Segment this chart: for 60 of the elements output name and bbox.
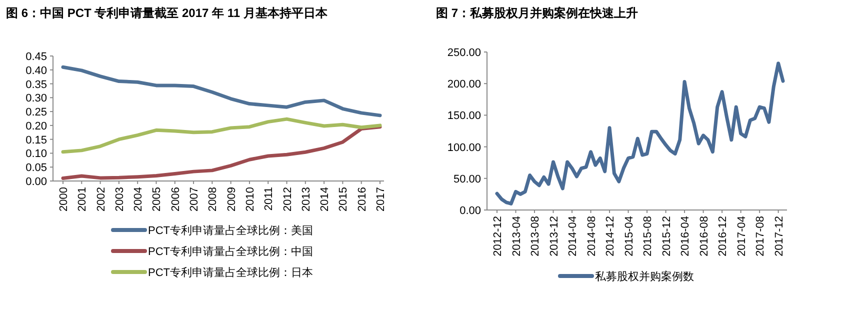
y-tick-label: 100.00 xyxy=(447,142,481,154)
y-tick-label: 0.40 xyxy=(26,64,47,77)
legend-label: PCT专利申请量占全球比例：中国 xyxy=(148,245,313,258)
x-tick-label: 2013 xyxy=(300,187,312,212)
y-tick-label: 0.05 xyxy=(26,162,47,174)
x-tick-label: 2009 xyxy=(226,187,238,212)
legend-label: 私募股权并购案例数 xyxy=(595,270,694,283)
y-tick-label: 0.00 xyxy=(460,205,481,217)
x-tick-label: 2015-04 xyxy=(623,216,636,256)
x-tick-label: 2015-08 xyxy=(642,216,654,256)
x-tick-label: 2017 xyxy=(375,187,387,212)
y-tick-label: 0.45 xyxy=(26,51,47,63)
y-tick-label: 0.35 xyxy=(26,78,47,91)
y-tick-label: 250.00 xyxy=(447,47,481,59)
y-tick-label: 0.00 xyxy=(26,176,47,188)
y-tick-label: 0.25 xyxy=(26,106,47,119)
x-tick-label: 2000 xyxy=(58,187,70,212)
x-tick-label: 2013-08 xyxy=(530,216,542,256)
x-tick-label: 2014-08 xyxy=(586,216,598,256)
x-tick-label: 2013-12 xyxy=(548,216,560,256)
x-tick-label: 2014-12 xyxy=(604,216,617,256)
y-tick-label: 0.10 xyxy=(26,148,47,160)
line-series xyxy=(61,117,382,154)
x-tick-label: 2007 xyxy=(188,187,201,212)
x-tick-label: 2004 xyxy=(132,187,145,212)
y-tick-label: 0.15 xyxy=(26,134,47,146)
x-tick-label: 2001 xyxy=(76,187,89,212)
y-tick-label: 150.00 xyxy=(447,110,481,122)
line-series xyxy=(61,125,382,180)
line-series xyxy=(61,65,382,118)
x-tick-label: 2003 xyxy=(114,187,126,212)
x-tick-label: 2002 xyxy=(95,187,108,212)
x-tick-label: 2011 xyxy=(263,187,276,211)
x-tick-label: 2016 xyxy=(356,187,368,212)
x-tick-label: 2015 xyxy=(338,187,350,212)
legend-label: PCT专利申请量占全球比例：美国 xyxy=(148,224,313,237)
x-tick-label: 2014 xyxy=(319,187,332,212)
x-tick-label: 2012 xyxy=(282,187,294,212)
y-tick-label: 50.00 xyxy=(453,173,481,186)
x-tick-label: 2010 xyxy=(244,187,256,212)
x-tick-label: 2008 xyxy=(207,187,220,212)
chart-title: 图 6：中国 PCT 专利申请量截至 2017 年 11 月基本持平日本 xyxy=(6,6,328,20)
x-tick-label: 2016-04 xyxy=(680,216,692,256)
y-tick-label: 200.00 xyxy=(447,78,481,91)
chart-title: 图 7：私募股权月并购案例在快速上升 xyxy=(436,6,638,20)
x-tick-label: 2006 xyxy=(170,187,182,212)
y-tick-label: 0.20 xyxy=(26,120,47,132)
x-tick-label: 2016-08 xyxy=(698,216,710,256)
legend-label: PCT专利申请量占全球比例：日本 xyxy=(148,266,313,279)
x-tick-label: 2017-12 xyxy=(773,216,786,256)
x-tick-label: 2014-04 xyxy=(567,216,580,256)
x-tick-label: 2005 xyxy=(151,187,164,212)
x-tick-label: 2016-12 xyxy=(717,216,730,256)
line-series xyxy=(495,62,785,206)
y-tick-label: 0.30 xyxy=(26,92,47,105)
x-tick-label: 2012-12 xyxy=(492,216,504,256)
x-tick-label: 2015-12 xyxy=(660,216,673,256)
x-tick-label: 2013-04 xyxy=(510,216,523,256)
x-tick-label: 2017-08 xyxy=(754,216,767,256)
x-tick-label: 2017-04 xyxy=(736,216,748,256)
